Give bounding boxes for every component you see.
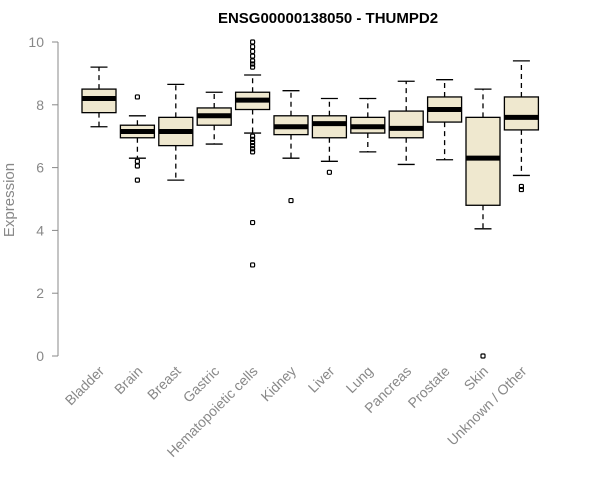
x-tick-label: Breast bbox=[144, 363, 184, 403]
x-tick-label: Skin bbox=[461, 363, 492, 394]
x-tick-label: Brain bbox=[111, 363, 145, 397]
x-tick-label: Liver bbox=[305, 363, 338, 396]
box-lung bbox=[350, 97, 386, 153]
outlier-point bbox=[250, 139, 256, 146]
outlier-point bbox=[134, 177, 140, 183]
outlier-point bbox=[134, 94, 140, 100]
y-tick-label: 8 bbox=[36, 97, 44, 113]
x-tick-label: Bladder bbox=[62, 363, 108, 409]
outlier-point bbox=[250, 219, 256, 226]
outlier-point bbox=[250, 48, 256, 55]
box-breast bbox=[158, 83, 194, 181]
y-tick-label: 2 bbox=[36, 285, 44, 301]
outlier-point bbox=[250, 39, 256, 45]
outlier-point bbox=[480, 353, 486, 359]
outlier-point bbox=[250, 44, 256, 50]
box-brain bbox=[119, 94, 156, 183]
box-liver bbox=[311, 97, 348, 175]
iqr-box bbox=[503, 96, 540, 131]
y-axis: 0 2 4 6 8 10 bbox=[28, 34, 59, 364]
outlier-point bbox=[250, 53, 256, 59]
box-skin bbox=[465, 88, 501, 359]
outlier-point bbox=[250, 64, 256, 70]
outlier-point bbox=[250, 136, 256, 142]
y-tick-label: 4 bbox=[36, 222, 44, 238]
x-tick-label: Prostate bbox=[405, 363, 453, 411]
outlier-point bbox=[134, 158, 140, 164]
outlier-point bbox=[518, 183, 525, 190]
outlier-point bbox=[250, 61, 256, 67]
boxes bbox=[81, 39, 540, 359]
iqr-box bbox=[465, 116, 501, 206]
outlier-point bbox=[288, 197, 294, 204]
y-axis-title: Expression bbox=[1, 163, 18, 237]
box-hematopoietic-cells bbox=[234, 39, 271, 268]
box-kidney bbox=[273, 90, 309, 204]
outlier-point bbox=[518, 186, 525, 193]
y-tick-label: 0 bbox=[36, 348, 44, 364]
box-pancreas bbox=[388, 80, 424, 166]
outlier-point bbox=[326, 169, 332, 175]
outlier-point bbox=[250, 143, 256, 149]
y-tick-label: 6 bbox=[36, 160, 44, 176]
outlier-point bbox=[134, 163, 140, 169]
box-unknown-other bbox=[503, 60, 540, 193]
iqr-box bbox=[311, 115, 348, 139]
box-gastric bbox=[196, 91, 232, 145]
outlier-point bbox=[250, 146, 256, 152]
outlier-point bbox=[250, 149, 256, 155]
box-bladder bbox=[81, 66, 117, 128]
chart-title: ENSG00000138050 - THUMPD2 bbox=[218, 10, 438, 27]
outlier-point bbox=[250, 133, 256, 139]
y-tick-label: 10 bbox=[28, 34, 44, 50]
outlier-point bbox=[250, 58, 256, 64]
box-prostate bbox=[426, 79, 463, 161]
outlier-point bbox=[250, 262, 256, 268]
iqr-box bbox=[388, 110, 424, 139]
x-tick-label: Lung bbox=[343, 363, 376, 396]
x-tick-label: Kidney bbox=[258, 363, 300, 405]
